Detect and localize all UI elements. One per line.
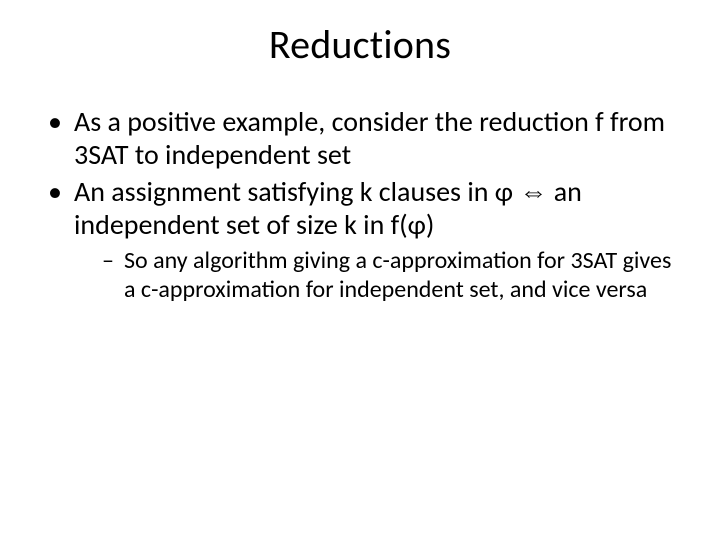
slide: Reductions As a positive example, consid… [0, 0, 720, 540]
list-item: An assignment satisfying k clauses in φ … [48, 175, 672, 305]
list-item: As a positive example, consider the redu… [48, 105, 672, 171]
list-item: So any algorithm giving a c-approximatio… [102, 247, 672, 305]
bullet-list: As a positive example, consider the redu… [48, 105, 672, 305]
sub-bullet-text: So any algorithm giving a c-approximatio… [124, 246, 671, 304]
sub-bullet-list: So any algorithm giving a c-approximatio… [74, 247, 672, 305]
bullet-text: An assignment satisfying k clauses in φ … [74, 174, 582, 242]
bullet-text: As a positive example, consider the redu… [74, 104, 665, 172]
slide-title: Reductions [48, 20, 672, 69]
